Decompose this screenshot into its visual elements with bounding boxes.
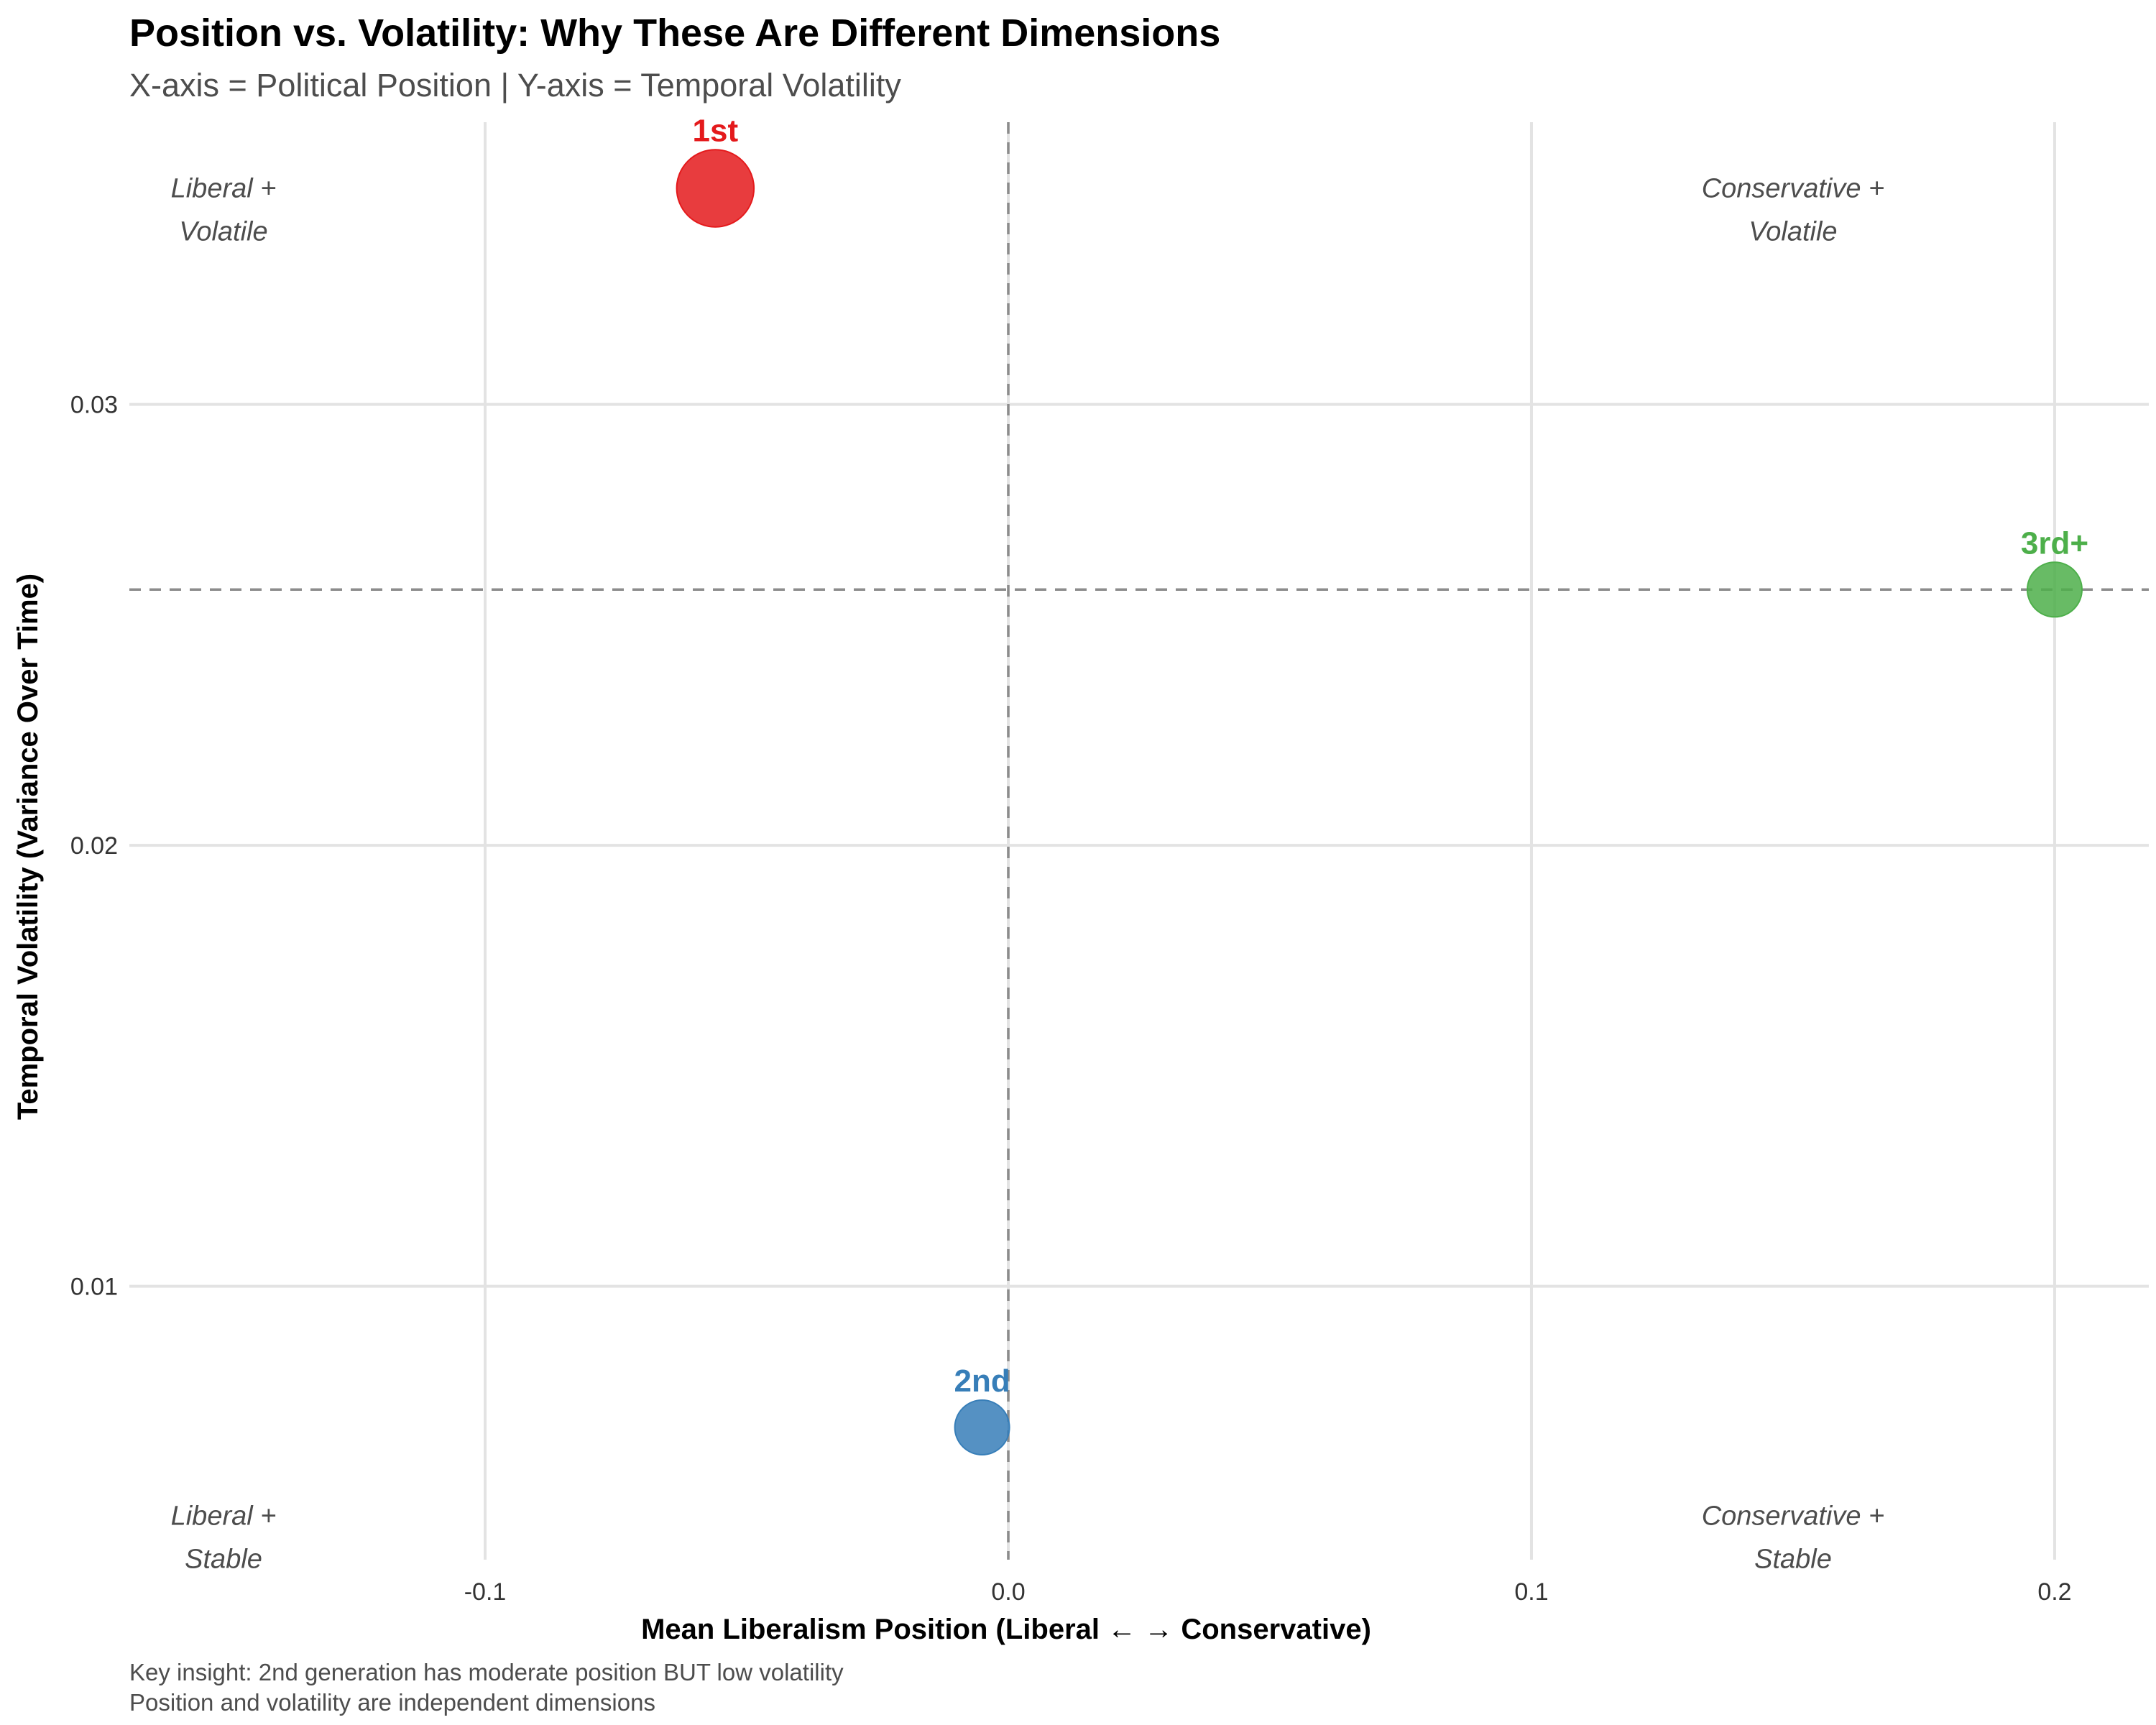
caption-line-2: Position and volatility are independent … (129, 1689, 655, 1716)
y-tick-label: 0.03 (70, 392, 118, 419)
data-points: 1st 2nd 3rd+ (676, 113, 2088, 1455)
point-label: 2nd (954, 1363, 1010, 1399)
data-point (676, 149, 755, 228)
data-point (954, 1399, 1010, 1455)
x-axis-label: Mean Liberalism Position (Liberal ← → Co… (641, 1614, 1371, 1645)
quadrant-label: Conservative + Volatile (1702, 174, 1885, 247)
reference-lines (129, 122, 2149, 1560)
tick-labels: -0.1 0.0 0.1 0.2 0.01 0.02 0.03 (70, 392, 2072, 1606)
quadrant-label: Liberal + Volatile (171, 174, 277, 247)
y-tick-label: 0.02 (70, 832, 118, 860)
point-label: 3rd+ (2021, 525, 2088, 561)
gridlines (129, 122, 2149, 1560)
caption-line-1: Key insight: 2nd generation has moderate… (129, 1659, 844, 1685)
y-axis-label: Temporal Volatility (Variance Over Time) (12, 574, 44, 1120)
chart-subtitle: X-axis = Political Position | Y-axis = T… (129, 67, 901, 104)
x-tick-label: 0.1 (1514, 1578, 1548, 1606)
quadrant-label: Liberal + Stable (171, 1501, 277, 1574)
chart-title: Position vs. Volatility: Why These Are D… (129, 12, 1220, 55)
y-tick-label: 0.01 (70, 1274, 118, 1301)
x-tick-label: 0.0 (991, 1578, 1025, 1606)
quadrant-label: Conservative + Stable (1702, 1501, 1885, 1574)
point-label: 1st (693, 113, 739, 148)
quadrant-labels: Liberal + Volatile Conservative + Volatile L… (171, 174, 1885, 1575)
data-point (2026, 561, 2083, 618)
x-tick-label: -0.1 (464, 1578, 507, 1606)
x-tick-label: 0.2 (2037, 1578, 2071, 1606)
